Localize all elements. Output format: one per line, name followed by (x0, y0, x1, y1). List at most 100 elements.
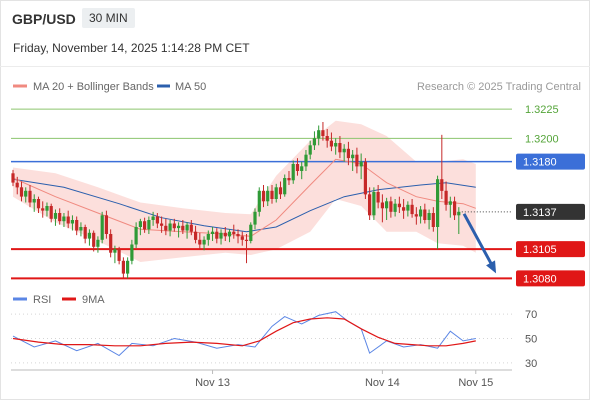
candle-body (414, 214, 418, 217)
candle-body (62, 216, 66, 222)
candle-body (359, 161, 363, 167)
candle-body (334, 143, 338, 147)
candle-body (194, 231, 198, 240)
candle-body (66, 216, 70, 224)
candle-body (219, 232, 223, 239)
candle-body (448, 201, 452, 205)
support-badge (516, 241, 585, 258)
candle-body (300, 166, 304, 171)
candle-body (423, 209, 427, 220)
candle-body (244, 239, 249, 241)
candle-body (96, 239, 100, 247)
candle-body (329, 140, 333, 147)
rsi-tick-label: 50 (525, 334, 537, 346)
candle-body (49, 206, 53, 219)
candle-body (278, 187, 283, 195)
candle-body (236, 234, 240, 237)
candle-body (185, 224, 189, 231)
candle-body (270, 190, 274, 199)
candle-body (363, 161, 367, 195)
candle-body (151, 216, 155, 220)
timeframe-button[interactable]: 30 MIN (82, 8, 135, 28)
candle-body (419, 209, 423, 217)
header-divider (0, 66, 590, 67)
candle-body (431, 213, 435, 227)
candle-body (380, 202, 384, 209)
candle-body (53, 213, 58, 219)
candle-body (295, 164, 300, 171)
candle-body (87, 232, 91, 239)
candle-body (168, 223, 172, 231)
candle-body (41, 208, 45, 211)
candle-body (164, 225, 168, 231)
candle-body (261, 190, 266, 202)
candle-body (304, 154, 308, 167)
candle-body (266, 190, 270, 202)
candle-body (410, 204, 414, 215)
last-price-label: 1.3137 (523, 207, 557, 219)
candle-body (83, 227, 87, 239)
candle-body (253, 211, 257, 225)
candle-body (92, 232, 96, 247)
candle-body (291, 164, 295, 181)
candle-body (249, 224, 253, 241)
candle-body (58, 213, 62, 222)
candle-body (113, 249, 117, 253)
candle-body (427, 213, 431, 220)
candle-body (397, 203, 401, 208)
rsi-ma-line (12, 317, 476, 347)
candle-body (393, 203, 397, 212)
candle-body (28, 190, 32, 203)
candle-body (70, 220, 74, 224)
copyright-credit: Research © 2025 Trading Central (417, 81, 581, 93)
bollinger-band (13, 120, 476, 262)
candle-body (274, 187, 278, 199)
candle-body (100, 215, 104, 240)
candle-body (206, 234, 210, 240)
candle-body (138, 221, 142, 227)
candle-body (283, 178, 287, 195)
candle-body (211, 231, 215, 234)
x-tick-label: Nov 15 (458, 377, 493, 389)
last-price-badge (516, 203, 585, 220)
candle-body (402, 207, 406, 211)
candle-body (457, 211, 461, 216)
candle-body (385, 201, 389, 209)
candle-body (312, 138, 316, 146)
candle-body (109, 234, 113, 253)
candle-body (406, 204, 410, 211)
candle-body (317, 130, 321, 139)
support-label: 1.3080 (523, 273, 557, 285)
candle-body (223, 232, 227, 237)
candle-body (257, 190, 261, 212)
candle-body (130, 244, 134, 261)
pivot-label: 1.3180 (523, 157, 557, 169)
candle-body (346, 148, 350, 159)
candle-body (368, 194, 372, 216)
candle-body (155, 216, 159, 224)
candle-body (24, 190, 28, 197)
candle-body (308, 145, 312, 155)
candle-body (177, 225, 181, 229)
resistance-label: 1.3200 (525, 133, 559, 145)
candle-body (75, 220, 79, 231)
rsi-legend-label: RSI (33, 294, 51, 306)
candle-body (355, 154, 359, 167)
candle-body (160, 223, 164, 226)
rsi-line (12, 311, 476, 357)
candle-body (338, 143, 342, 153)
support-label: 1.3105 (523, 244, 557, 256)
candle-body (240, 236, 244, 240)
candle-body (198, 239, 202, 245)
candle-body (232, 231, 236, 234)
resistance-label: 1.3225 (525, 104, 559, 116)
candle-body (172, 223, 176, 229)
candle-body (11, 173, 15, 183)
ma50-line (12, 178, 476, 233)
candle-body (19, 187, 24, 197)
candle-body (36, 199, 41, 209)
x-tick-label: Nov 14 (365, 377, 400, 389)
candle-body (117, 249, 121, 261)
support-badge (516, 270, 585, 287)
